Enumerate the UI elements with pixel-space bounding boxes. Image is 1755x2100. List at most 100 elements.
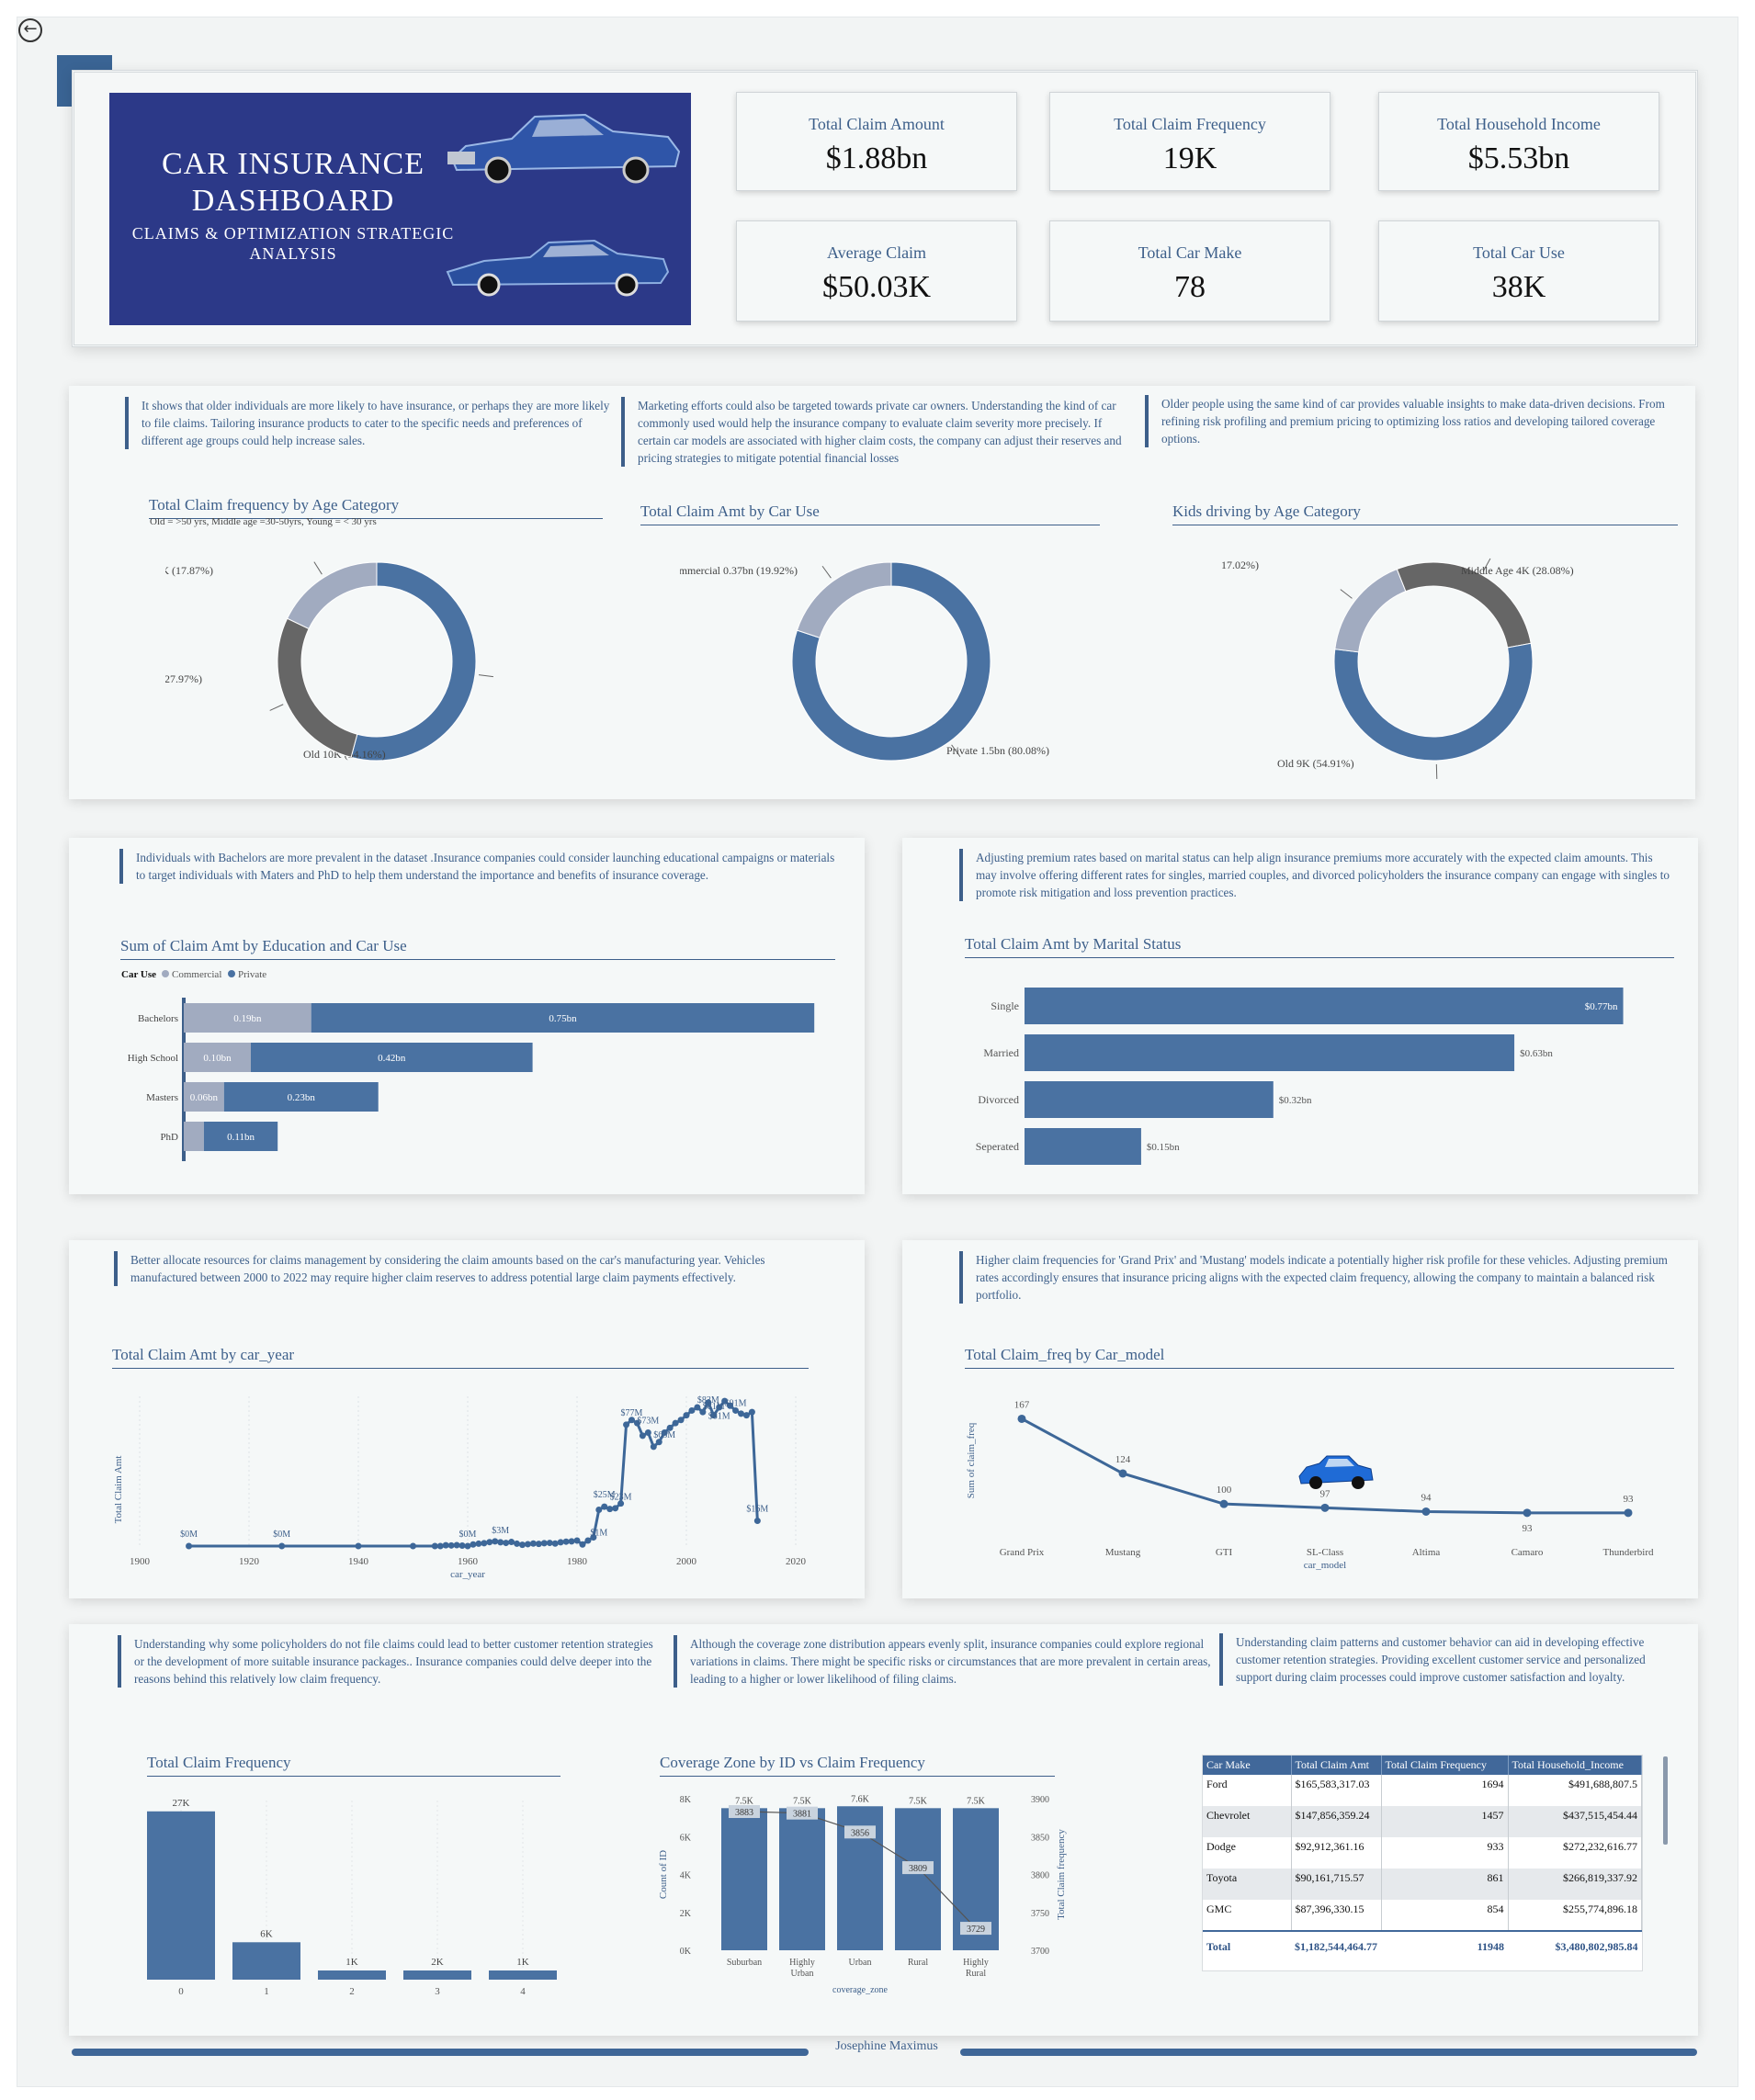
donut-slice	[796, 561, 892, 638]
data-point	[508, 1539, 515, 1546]
data-label: $63M	[653, 1430, 675, 1440]
note-table: Understanding claim patterns and custome…	[1219, 1633, 1679, 1686]
x-axis-label: car_model	[1304, 1560, 1346, 1571]
data-label: $73M	[637, 1416, 659, 1426]
title-banner: CAR INSURANCE DASHBOARD CLAIMS & OPTIMIZ…	[109, 93, 691, 325]
data-point	[590, 1534, 597, 1541]
data-label: $81M	[703, 1402, 725, 1412]
line-label-box	[960, 1922, 991, 1936]
coverage-zone-combo-chart: 0K 2K 4K 6K 8K 3700 3750 3800 3850 3900 Count of I…	[658, 1794, 1067, 1995]
car-make-table[interactable]: Car Make Total Claim Amt Total Claim Fre…	[1202, 1755, 1643, 1971]
data-point	[655, 1439, 662, 1446]
data-point	[584, 1537, 592, 1544]
chart-title-car-year: Total Claim Amt by car_year	[112, 1346, 809, 1369]
car-illustrations	[446, 113, 681, 297]
data-label: 167	[1014, 1399, 1030, 1410]
data-point	[1118, 1469, 1127, 1478]
kpi-total-claim-amount: Total Claim Amount $1.88bn	[736, 92, 1017, 191]
bar-data-label: 0.10bn	[203, 1053, 232, 1064]
back-arrow-icon[interactable]: ←	[18, 18, 42, 42]
table-row[interactable]: Toyota $90,161,715.57 861 $266,819,337.92	[1203, 1869, 1642, 1900]
col-car-make[interactable]: Car Make	[1203, 1756, 1292, 1775]
data-point	[601, 1503, 608, 1510]
data-point	[186, 1542, 193, 1550]
data-point	[705, 1399, 712, 1406]
data-point	[748, 1408, 755, 1416]
x-tick-label: Camaro	[1512, 1547, 1544, 1558]
category-label: High School	[128, 1053, 178, 1064]
chart-title-age: Total Claim frequency by Age Category	[149, 496, 603, 519]
car-wheel	[1309, 1476, 1322, 1489]
table-row[interactable]: Dodge $92,912,361.16 933 $272,232,616.77	[1203, 1837, 1642, 1869]
bar-data-label: 7.5K	[735, 1796, 754, 1806]
col-total-household-income[interactable]: Total Household_Income	[1508, 1756, 1642, 1775]
data-point	[650, 1443, 657, 1451]
bar-segment	[311, 1003, 815, 1033]
data-label: $25M	[594, 1490, 616, 1500]
car-decoration-icon	[1298, 1455, 1374, 1489]
bar-data-label: 0.06bn	[190, 1092, 219, 1103]
x-tick-label: Urban	[791, 1969, 814, 1979]
data-label: 93	[1523, 1523, 1534, 1534]
donut-label: Middle Age 5K (27.97%)	[165, 672, 202, 685]
x-tick-label: GTI	[1216, 1547, 1233, 1558]
data-point	[688, 1406, 696, 1414]
data-point	[677, 1417, 685, 1424]
y-tick-label: 2K	[680, 1909, 692, 1919]
x-tick-label: Suburban	[727, 1958, 762, 1968]
x-tick-label: Mustang	[1105, 1547, 1141, 1558]
data-point	[486, 1539, 493, 1546]
kpi-total-car-make: Total Car Make 78	[1049, 220, 1330, 322]
car-model-line-chart: 167 Grand Prix 124 Mustang 100 GTI 97 SL-Class 9…	[966, 1399, 1654, 1571]
bar	[721, 1808, 767, 1950]
legend-marker	[162, 970, 169, 977]
bar-data-label: 1K	[345, 1957, 358, 1968]
chart-title-kids: Kids driving by Age Category	[1172, 502, 1678, 525]
data-label: 94	[1421, 1492, 1432, 1503]
x-tick-label: 2000	[676, 1556, 697, 1567]
table-row[interactable]: GMC $87,396,330.15 854 $255,774,896.18	[1203, 1900, 1642, 1931]
category-label: PhD	[160, 1132, 178, 1143]
x-tick-label: 3	[435, 1986, 440, 1997]
footer-line-right	[960, 2049, 1697, 2056]
col-total-claim-frequency[interactable]: Total Claim Frequency	[1381, 1756, 1509, 1775]
bar-data-label: 0.11bn	[227, 1132, 255, 1143]
x-tick-label: Rural	[908, 1958, 928, 1968]
donut-label: Private 1.5bn (80.08%)	[946, 744, 1049, 757]
data-point	[529, 1540, 537, 1547]
donut-leader-line	[313, 561, 323, 575]
chart-subtitle-age: Old = >50 yrs, Middle age =30-50yrs, You…	[150, 516, 377, 527]
data-point	[562, 1538, 570, 1545]
table-total-row: Total $1,182,544,464.77 11948 $3,480,802,9…	[1203, 1930, 1642, 1962]
table-scrollbar[interactable]	[1663, 1756, 1668, 1845]
y2-tick-label: 3900	[1031, 1795, 1049, 1805]
col-total-claim-amt[interactable]: Total Claim Amt	[1291, 1756, 1382, 1775]
x-tick-label: Highly	[963, 1958, 989, 1968]
donut-label: Commercial 0.37bn (19.92%)	[680, 564, 798, 577]
data-point	[612, 1505, 619, 1512]
donut-slice	[1333, 642, 1534, 762]
chart-title-coverage-zone: Coverage Zone by ID vs Claim Frequency	[660, 1754, 1055, 1777]
legend-marker	[228, 970, 235, 977]
table-row[interactable]: Ford $165,583,317.03 1694 $491,688,807.5	[1203, 1775, 1642, 1806]
data-point	[694, 1404, 701, 1411]
donut-leader-line	[1340, 589, 1353, 599]
data-point	[623, 1421, 630, 1428]
x-tick-label: 4	[520, 1986, 526, 1997]
bar-segment	[251, 1043, 533, 1072]
data-point	[503, 1540, 510, 1547]
data-point	[447, 1541, 455, 1549]
line-label-box	[787, 1806, 818, 1820]
donut-label: Young 3K (17.87%)	[165, 564, 213, 577]
data-point	[742, 1412, 750, 1419]
x-tick-label: 0	[178, 1986, 184, 1997]
car-year-panel	[69, 1240, 865, 1598]
dashboard-title: CAR INSURANCE DASHBOARD	[162, 147, 425, 218]
donut-leader-line	[269, 704, 284, 711]
y2-tick-label: 3700	[1031, 1947, 1049, 1957]
x-tick-label: 1	[264, 1986, 269, 1997]
y-tick-label: 6K	[680, 1833, 692, 1843]
data-point	[1523, 1508, 1532, 1518]
legend-title: Car Use	[121, 969, 156, 980]
table-row[interactable]: Chevrolet $147,856,359.24 1457 $437,515,45…	[1203, 1806, 1642, 1837]
